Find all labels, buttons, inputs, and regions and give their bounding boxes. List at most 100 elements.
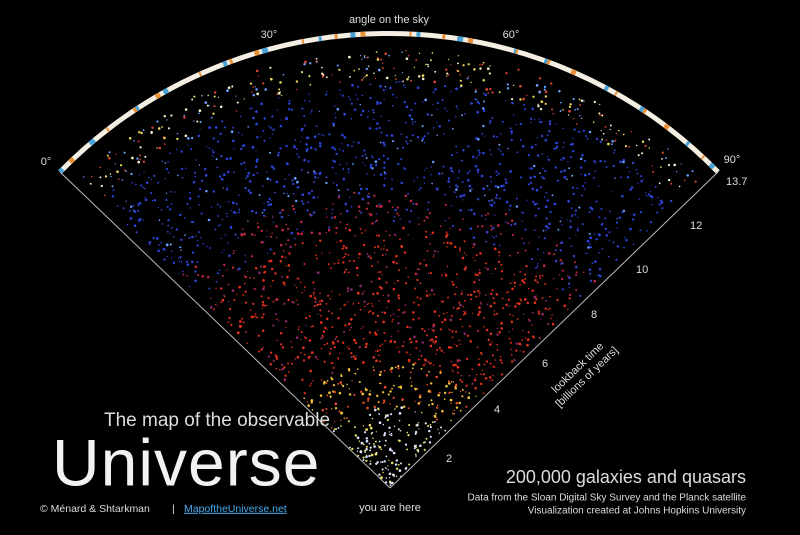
galaxy-dot — [541, 175, 543, 178]
galaxy-dot — [552, 253, 556, 256]
galaxy-dot — [568, 276, 571, 280]
galaxy-dot — [251, 107, 253, 109]
galaxy-dot — [151, 199, 154, 202]
galaxy-dot — [568, 286, 571, 289]
galaxy-dot — [249, 309, 252, 312]
galaxy-dot — [522, 350, 525, 353]
galaxy-dot — [601, 247, 604, 250]
galaxy-dot — [312, 380, 314, 382]
galaxy-dot — [122, 207, 125, 210]
galaxy-dot — [195, 159, 198, 161]
galaxy-dot — [405, 351, 408, 354]
galaxy-dot — [349, 318, 353, 321]
galaxy-dot — [408, 114, 412, 117]
galaxy-dot — [339, 89, 341, 91]
galaxy-dot — [416, 86, 420, 90]
galaxy-dot — [509, 313, 512, 316]
galaxy-dot — [542, 176, 545, 180]
galaxy-dot — [199, 128, 201, 130]
galaxy-dot — [281, 94, 283, 97]
galaxy-dot — [379, 270, 382, 274]
galaxy-dot — [454, 385, 457, 388]
galaxy-dot — [541, 297, 544, 300]
galaxy-dot — [383, 399, 386, 402]
galaxy-dot — [388, 476, 391, 479]
galaxy-dot — [496, 135, 499, 138]
galaxy-dot — [368, 331, 372, 334]
galaxy-dot — [180, 261, 183, 263]
galaxy-dot — [446, 233, 449, 236]
galaxy-dot — [365, 445, 368, 448]
galaxy-dot — [540, 100, 544, 104]
galaxy-dot — [405, 57, 409, 61]
galaxy-dot — [407, 358, 411, 362]
galaxy-dot — [635, 144, 638, 147]
galaxy-dot — [231, 85, 234, 88]
galaxy-dot — [667, 148, 669, 150]
galaxy-dot — [568, 167, 571, 170]
galaxy-dot — [244, 330, 247, 333]
galaxy-dot — [354, 313, 356, 316]
galaxy-dot — [478, 269, 481, 271]
galaxy-dot — [390, 413, 393, 416]
galaxy-dot — [138, 201, 141, 205]
galaxy-dot — [336, 64, 339, 67]
galaxy-dot — [431, 328, 433, 331]
galaxy-dot — [196, 120, 199, 123]
galaxy-dot — [524, 228, 527, 231]
website-link[interactable]: MapoftheUniverse.net — [184, 503, 287, 515]
galaxy-dot — [308, 100, 311, 103]
galaxy-dot — [593, 279, 597, 283]
galaxy-dot — [169, 152, 171, 155]
galaxy-dot — [156, 120, 159, 123]
galaxy-dot — [473, 290, 476, 293]
galaxy-dot — [381, 468, 384, 471]
galaxy-dot — [169, 191, 172, 193]
galaxy-dot — [496, 224, 500, 227]
galaxy-dot — [402, 311, 405, 314]
galaxy-dot — [139, 158, 142, 161]
galaxy-dot — [312, 291, 315, 294]
galaxy-dot — [515, 123, 518, 126]
galaxy-dot — [365, 342, 368, 346]
galaxy-dot — [247, 171, 251, 175]
galaxy-dot — [392, 287, 396, 291]
galaxy-dot — [513, 273, 516, 276]
galaxy-dot — [484, 135, 486, 137]
galaxy-dot — [231, 201, 235, 205]
galaxy-dot — [293, 144, 296, 147]
galaxy-dot — [462, 194, 466, 197]
galaxy-dot — [358, 346, 362, 349]
galaxy-dot — [384, 417, 386, 419]
galaxy-dot — [501, 153, 504, 156]
galaxy-dot — [264, 270, 267, 274]
galaxy-dot — [332, 430, 335, 433]
galaxy-dot — [468, 170, 471, 172]
galaxy-dot — [327, 226, 331, 229]
galaxy-dot — [446, 110, 448, 112]
galaxy-dot — [243, 161, 246, 165]
galaxy-dot — [200, 212, 203, 215]
galaxy-dot — [488, 122, 491, 124]
galaxy-dot — [587, 246, 590, 249]
galaxy-dot — [167, 224, 170, 227]
galaxy-dot — [609, 210, 611, 213]
galaxy-dot — [545, 217, 548, 220]
galaxy-dot — [318, 142, 322, 145]
galaxy-dot — [491, 226, 495, 230]
galaxy-dot — [531, 187, 535, 191]
galaxy-dot — [417, 450, 420, 453]
galaxy-dot — [340, 425, 342, 427]
galaxy-dot — [337, 189, 340, 192]
galaxy-dot — [300, 281, 302, 284]
galaxy-dot — [612, 164, 615, 168]
galaxy-dot — [221, 274, 224, 277]
galaxy-dot — [464, 310, 467, 313]
galaxy-dot — [325, 232, 327, 234]
galaxy-dot — [119, 164, 123, 167]
galaxy-dot — [441, 172, 443, 174]
galaxy-dot — [511, 233, 515, 236]
galaxy-dot — [381, 311, 384, 313]
galaxy-dot — [275, 357, 279, 361]
galaxy-dot — [436, 134, 438, 136]
